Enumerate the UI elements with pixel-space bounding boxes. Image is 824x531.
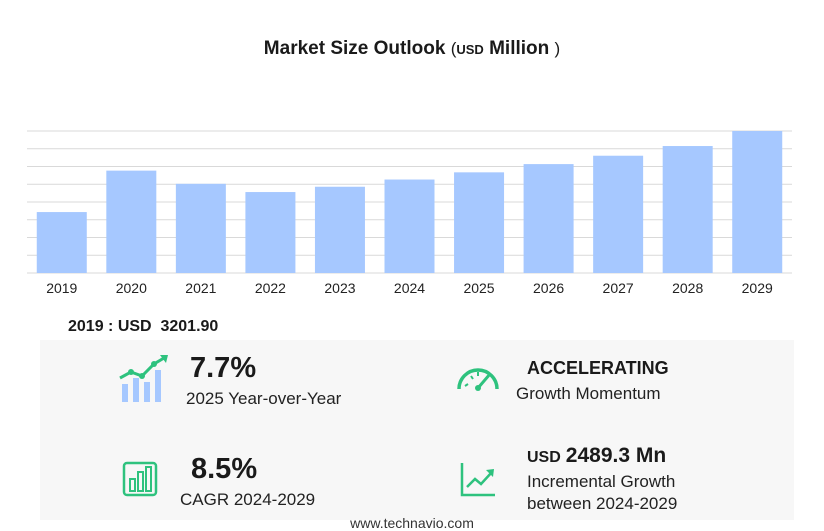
x-tick-label: 2025: [463, 280, 494, 296]
trend-up-icon: [460, 463, 495, 497]
x-tick-label: 2021: [185, 280, 216, 296]
chart-title: Market Size Outlook (USD Million ): [0, 38, 824, 60]
title-close-paren: ): [554, 39, 561, 58]
growth-chart-icon: [119, 355, 168, 402]
momentum-value: ACCELERATING: [527, 358, 669, 378]
stats-panel: [40, 340, 794, 520]
title-scale: Million: [489, 38, 550, 59]
incremental-amount: 2489.3 Mn: [565, 444, 667, 467]
base-year-value: 3201.90: [160, 318, 219, 335]
bar-chart-icon: [122, 461, 158, 497]
title-open-paren: (: [450, 39, 457, 58]
x-tick-label: 2023: [324, 280, 355, 296]
bar-2022: [245, 192, 296, 273]
title-currency: USD: [456, 42, 484, 57]
x-tick-label: 2029: [742, 280, 773, 296]
x-tick-label: 2026: [533, 280, 564, 296]
cagr-value: 8.5%: [191, 453, 258, 485]
bar-2019: [36, 212, 87, 273]
speedometer-icon: [457, 368, 499, 391]
bar-2024: [384, 179, 435, 273]
bar-2026: [523, 164, 574, 273]
cagr-label: CAGR 2024-2029: [180, 490, 316, 509]
incremental-value: USD 2489.3 Mn: [527, 444, 666, 468]
x-tick-label: 2027: [603, 280, 634, 296]
bar-2020: [106, 170, 157, 273]
yoy-value: 7.7%: [190, 352, 257, 384]
bar-2023: [314, 186, 365, 273]
x-tick-label: 2019: [46, 280, 77, 296]
x-tick-label: 2022: [255, 280, 286, 296]
base-year-stat: 2019 : USD 3201.90: [68, 318, 218, 336]
bar-chart: 2019 2020 2021 2022 2023 2024 2025 2026 2027 2028…: [27, 130, 792, 296]
bar-2027: [593, 155, 644, 273]
chart-title-main: Market Size Outlook: [263, 38, 446, 59]
momentum-label: Growth Momentum: [516, 384, 661, 403]
x-tick-label: 2024: [394, 280, 425, 296]
incremental-label-2: between 2024-2029: [527, 494, 678, 513]
yoy-label: 2025 Year-over-Year: [186, 389, 342, 408]
x-tick-label: 2028: [672, 280, 703, 296]
footer-url: www.technavio.com: [350, 515, 474, 531]
incremental-label-1: Incremental Growth: [527, 472, 676, 491]
bar-2021: [175, 183, 226, 273]
bar-2025: [454, 172, 505, 273]
bar-2029: [732, 131, 783, 273]
incremental-currency: USD: [527, 449, 561, 466]
x-tick-label: 2020: [116, 280, 147, 296]
bar-2028: [662, 146, 713, 273]
base-year-label: 2019 : USD: [68, 318, 152, 335]
